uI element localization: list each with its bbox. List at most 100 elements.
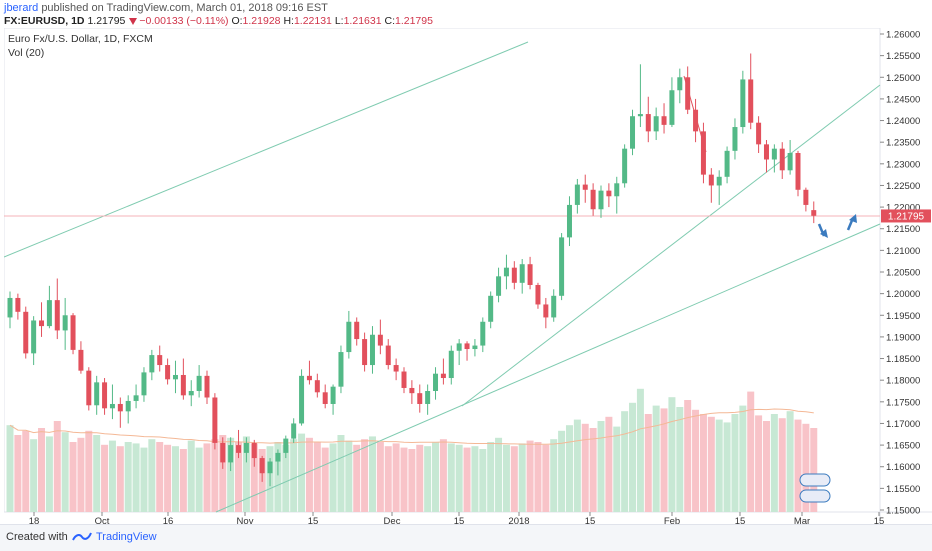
volume-bar [707,416,715,512]
candle-body [771,148,777,160]
volume-bar [518,443,526,512]
candle-body [15,297,21,312]
candle [109,384,115,420]
candle-body [251,442,257,459]
volume-bar [668,397,676,512]
channel-trendline[interactable] [3,41,529,258]
candle [645,96,651,143]
candle [133,384,139,409]
volume-bar [242,436,250,512]
last-price: 1.21795 [87,15,126,27]
candle-body [756,122,762,145]
candle [732,118,738,160]
volume-bar [313,442,321,512]
candle-body [614,183,620,197]
volume-bar [581,423,589,512]
volume-bar [699,414,707,512]
volume-bar [502,444,510,512]
volume-bar [101,444,109,512]
candle-body [109,403,115,409]
candle [503,254,509,290]
candle [102,378,108,415]
candle [141,367,147,402]
candle-body [740,79,746,128]
candle [448,345,454,385]
volume-bar [597,421,605,512]
candle [377,319,383,355]
steep-trendline[interactable] [461,84,881,407]
down-arrow-icon[interactable] [817,223,828,238]
candle-body [180,374,186,396]
volume-bar [676,407,684,512]
candle-body [630,116,636,149]
candle [275,449,281,476]
candle [62,297,68,350]
candle-body [527,264,533,285]
candle [756,116,762,153]
candle [15,293,21,320]
volume-bar [439,439,447,512]
candle-body [157,355,163,366]
price-tick-label: 1.21500 [886,224,920,235]
volume-bar [290,439,298,512]
tradingview-link[interactable]: TradingView [96,531,157,543]
chart-header: jberard published on TradingView.com, Ma… [0,0,932,28]
candle [787,140,793,175]
candle-body [440,373,446,379]
candle [614,176,620,214]
time-tick-label: 15 [735,516,746,524]
event-flag-icon[interactable] [799,489,831,503]
candle-body [700,131,706,175]
candle-body [102,382,108,409]
candle-body [23,311,29,354]
volume-bar [116,446,124,512]
candle-body [314,380,320,393]
symbol-label: FX:EURUSD, 1D [4,15,85,27]
candle-body [622,148,628,184]
candle [693,98,699,143]
time-tick-label: 16 [163,516,174,524]
author-link[interactable]: jberard [4,2,39,14]
candlestick-chart[interactable]: 1.26000 1.25500 1.25000 1.24500 1.24000 1.235… [3,27,932,527]
support-trendline[interactable] [215,223,881,513]
candle [172,360,178,394]
high-label: H: [283,15,294,27]
candle [409,380,415,404]
candle [677,68,683,104]
volume-bar [187,440,195,512]
chart-area[interactable]: 1.26000 1.25500 1.25000 1.24500 1.24000 1.235… [3,27,932,527]
volume-bar [644,414,652,512]
volume-bar [14,435,22,512]
candle [188,380,194,407]
price-tick-label: 1.15500 [886,484,920,495]
low-label: L: [334,15,344,27]
event-icons[interactable] [799,473,831,503]
volume-bar [463,447,471,512]
candle [165,358,171,385]
candle [180,358,186,400]
volume-bar [77,437,85,512]
annotation-arrows[interactable] [817,214,857,238]
candle-body [535,284,541,305]
price-tick-label: 1.22000 [886,203,920,214]
candle [740,70,746,134]
volume-bar [61,432,69,512]
up-arrow-icon[interactable] [846,214,857,231]
candle-body [425,391,431,404]
candle [535,282,541,309]
volume-bar [235,442,243,512]
volume-bar [471,446,479,512]
tradingview-logo-icon[interactable] [72,530,92,544]
candle-body [133,395,139,401]
candle [440,358,446,385]
candle [661,103,667,134]
candle [299,369,305,426]
down-triangle-icon [129,17,138,25]
volume-bar [778,418,786,512]
candle [54,278,60,340]
candle [811,201,817,224]
candle-body [748,79,754,123]
event-flag-icon[interactable] [799,473,831,487]
candle-body [267,461,273,474]
volume-bar [6,425,14,512]
